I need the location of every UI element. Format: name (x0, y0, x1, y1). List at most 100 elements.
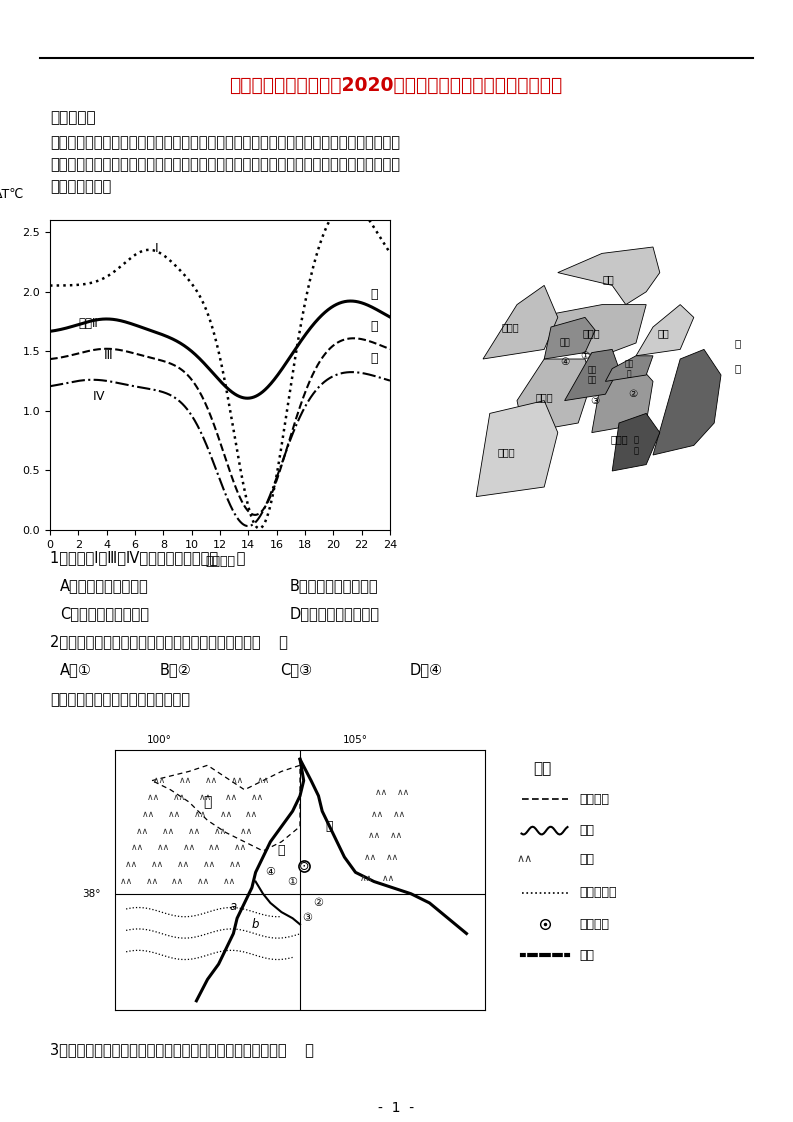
Text: ∧∧: ∧∧ (517, 854, 533, 864)
Text: ∧∧: ∧∧ (147, 793, 160, 802)
Text: ∧∧: ∧∧ (120, 877, 132, 886)
Text: ∧∧: ∧∧ (251, 793, 264, 802)
Text: 市: 市 (370, 352, 378, 366)
Text: 沿海城市热岛效应和海陆风之间存在相互影响的关系，海陆风的影响范围可达上百千米。左: 沿海城市热岛效应和海陆风之间存在相互影响的关系，海陆风的影响范围可达上百千米。左 (50, 136, 400, 150)
Polygon shape (605, 356, 653, 381)
Text: ∧∧: ∧∧ (136, 827, 149, 836)
Text: ∧∧: ∧∧ (231, 776, 243, 785)
Polygon shape (636, 304, 694, 356)
Text: ∧∧: ∧∧ (225, 793, 238, 802)
Text: ∧∧: ∧∧ (182, 844, 196, 853)
Text: 3．下列关于该地区自然、人文地理环境特征叙述正确的是（    ）: 3．下列关于该地区自然、人文地理环境特征叙述正确的是（ ） (50, 1042, 314, 1058)
Polygon shape (612, 413, 660, 471)
Text: I: I (155, 241, 158, 255)
Text: 宝坻区: 宝坻区 (583, 329, 600, 339)
Text: 宁河: 宁河 (657, 329, 669, 339)
Text: 河流: 河流 (579, 824, 594, 837)
Text: 38°: 38° (82, 889, 100, 899)
Text: 重要城市: 重要城市 (579, 918, 609, 931)
Text: 海: 海 (735, 364, 741, 374)
Text: ∧∧: ∧∧ (205, 776, 218, 785)
Text: 河北省鸡泽县第一中学2020届高三地理下学期综合模拟试题六: 河北省鸡泽县第一中学2020届高三地理下学期综合模拟试题六 (229, 75, 562, 94)
Text: 图为天津市某年春季、夏季、冬季和全年热岛强度日变化曲线图，右图为天津市简图。据此: 图为天津市某年春季、夏季、冬季和全年热岛强度日变化曲线图，右图为天津市简图。据此 (50, 157, 400, 173)
Text: ∧∧: ∧∧ (125, 861, 138, 870)
Text: ∧∧: ∧∧ (209, 844, 221, 853)
Text: ∧∧: ∧∧ (389, 831, 403, 840)
Text: C．③: C．③ (280, 662, 312, 678)
Text: ∧∧: ∧∧ (214, 827, 227, 836)
Text: D．④: D．④ (410, 662, 443, 678)
Text: 武清区: 武清区 (501, 322, 519, 332)
Text: ①: ① (580, 351, 590, 361)
Text: 津南区: 津南区 (610, 434, 628, 444)
Polygon shape (557, 247, 660, 304)
Polygon shape (544, 318, 596, 359)
Text: 静海县: 静海县 (498, 447, 515, 457)
Text: ③: ③ (591, 396, 600, 405)
Text: 全年Ⅱ: 全年Ⅱ (79, 318, 98, 330)
Text: C．冬季、春季、夏季: C．冬季、春季、夏季 (60, 607, 149, 622)
Text: ∧∧: ∧∧ (203, 861, 216, 870)
Text: ∧∧: ∧∧ (228, 861, 242, 870)
Text: ∧∧: ∧∧ (142, 810, 155, 819)
Text: ①: ① (288, 876, 297, 886)
Text: ∧∧: ∧∧ (178, 776, 192, 785)
Text: ∧∧: ∧∧ (199, 793, 213, 802)
Polygon shape (483, 285, 557, 359)
Text: ∧∧: ∧∧ (234, 844, 247, 853)
Text: ∧∧: ∧∧ (393, 810, 407, 819)
Text: ∧∧: ∧∧ (153, 776, 166, 785)
Text: 一、单选题: 一、单选题 (50, 110, 96, 126)
Text: 新
区: 新 区 (634, 435, 638, 456)
Polygon shape (477, 401, 557, 497)
Text: ∧∧: ∧∧ (167, 810, 181, 819)
Polygon shape (517, 359, 592, 433)
Text: B．②: B．② (160, 662, 192, 678)
Text: ∧∧: ∧∧ (397, 789, 410, 798)
Text: 等降水量线: 等降水量线 (579, 886, 616, 900)
Text: 2．天津热岛效应会导致陆风势力增强显著的地点是（    ）: 2．天津热岛效应会导致陆风势力增强显著的地点是（ ） (50, 635, 288, 650)
Text: ∧∧: ∧∧ (371, 810, 385, 819)
Text: ∧∧: ∧∧ (151, 861, 164, 870)
Text: ∧∧: ∧∧ (360, 874, 374, 883)
Text: A．夏季、春季、冬季: A．夏季、春季、冬季 (60, 579, 149, 594)
Text: ∧∧: ∧∧ (162, 827, 175, 836)
Text: 乙: 乙 (326, 820, 333, 833)
Text: ∧∧: ∧∧ (382, 874, 396, 883)
Polygon shape (592, 362, 653, 433)
Text: ∧∧: ∧∧ (367, 831, 381, 840)
Text: b: b (252, 918, 259, 931)
Text: 中心
城区: 中心 城区 (587, 366, 596, 385)
Text: ∧∧: ∧∧ (197, 877, 210, 886)
Text: ∧∧: ∧∧ (364, 853, 377, 862)
Text: ∧∧: ∧∧ (239, 827, 253, 836)
Text: ∧∧: ∧∧ (193, 810, 207, 819)
Text: ⊙: ⊙ (298, 859, 309, 873)
X-axis label: 北京时间: 北京时间 (205, 555, 235, 568)
Text: 津: 津 (370, 321, 378, 333)
Text: 1．左图中Ⅰ、Ⅲ、Ⅳ对应的时间分别是（    ）: 1．左图中Ⅰ、Ⅲ、Ⅳ对应的时间分别是（ ） (50, 551, 245, 565)
Text: 图例: 图例 (533, 761, 551, 775)
Text: 北辰: 北辰 (559, 339, 570, 348)
Text: ∧∧: ∧∧ (375, 789, 388, 798)
Polygon shape (565, 349, 619, 401)
Text: A．①: A．① (60, 662, 92, 678)
Polygon shape (653, 349, 721, 456)
Text: 蓟县: 蓟县 (603, 274, 615, 284)
Text: -  1  -: - 1 - (378, 1101, 414, 1115)
Text: ∧∧: ∧∧ (220, 810, 232, 819)
Text: ∧∧: ∧∧ (256, 776, 270, 785)
Text: 100°: 100° (147, 735, 172, 745)
Text: ∧∧: ∧∧ (131, 844, 144, 853)
Text: ∧∧: ∧∧ (386, 853, 399, 862)
Text: 山脉: 山脉 (579, 853, 594, 866)
Text: 105°: 105° (343, 735, 368, 745)
Text: ②: ② (313, 898, 324, 908)
Text: ∧∧: ∧∧ (188, 827, 201, 836)
Polygon shape (534, 304, 646, 356)
Text: ③: ③ (302, 913, 312, 923)
Text: ∧∧: ∧∧ (177, 861, 190, 870)
Text: 丙: 丙 (203, 795, 212, 809)
Text: ∧∧: ∧∧ (245, 810, 259, 819)
Text: 西青区: 西青区 (535, 393, 553, 403)
